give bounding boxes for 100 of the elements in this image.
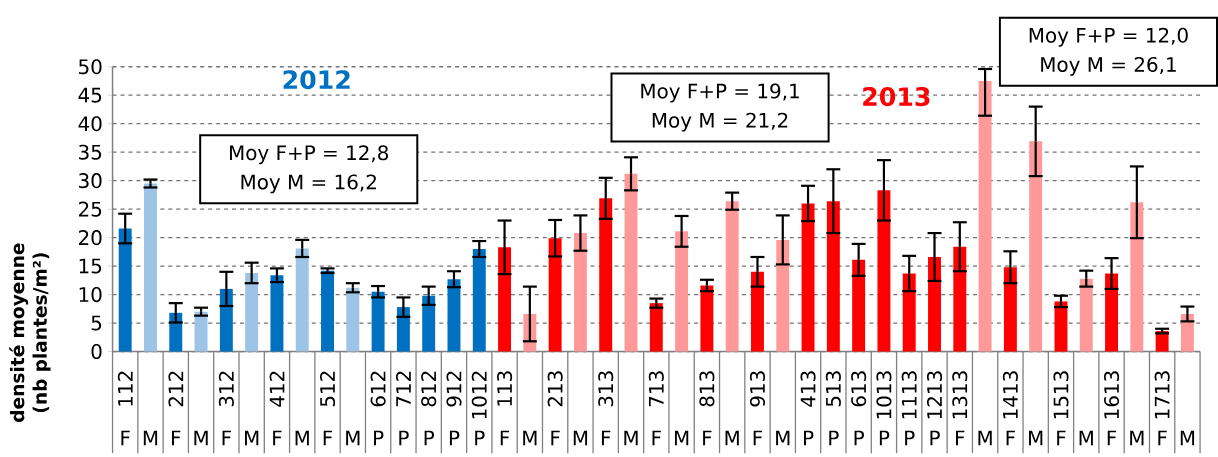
x-tick-label: 112 — [117, 371, 133, 406]
x-tick-label: 1213 — [926, 371, 943, 419]
bar — [219, 289, 233, 352]
text: M — [1079, 430, 1093, 446]
bar — [396, 307, 410, 352]
bar — [194, 311, 208, 352]
x-tick-label: 1013 — [876, 371, 892, 419]
text: F — [222, 430, 231, 446]
text: F — [121, 430, 130, 446]
text: F — [551, 430, 560, 446]
y-tick-label: 20 — [78, 230, 102, 246]
x-tick-label: 813 — [699, 371, 715, 407]
text: M — [573, 430, 588, 446]
text: F — [652, 430, 661, 446]
text: F — [500, 430, 510, 446]
text: M — [143, 430, 158, 446]
bar — [826, 201, 840, 352]
x-tick-label: 312 — [218, 371, 234, 407]
annotation: Moy M = 26,1 — [1041, 57, 1176, 77]
text: F — [323, 430, 333, 446]
x-tick-label: 113 — [497, 371, 513, 406]
text: F — [1006, 430, 1015, 446]
x-tick-label: 412 — [269, 371, 285, 407]
y-tick-label: 30 — [79, 173, 102, 189]
x-tick-label: 413 — [800, 371, 816, 407]
bar — [422, 295, 436, 352]
bar — [1105, 273, 1119, 352]
x-tick-label: 913 — [749, 371, 766, 407]
bar — [346, 287, 360, 352]
x-tick-label: 1012 — [471, 371, 487, 419]
text: P — [475, 430, 485, 446]
y-tick-label: 40 — [78, 116, 102, 132]
text: M — [725, 430, 739, 446]
text: P — [930, 430, 940, 446]
bar — [1079, 278, 1093, 352]
y-tick-label: 10 — [79, 287, 102, 303]
text: F — [273, 430, 282, 446]
text: P — [854, 430, 864, 446]
y-axis-title: densité moyenne (nb plantes/m²) — [9, 243, 51, 423]
bar — [1130, 202, 1144, 352]
annotation: Moy M = 21,2 — [652, 112, 788, 132]
y-tick-label: 5 — [91, 315, 102, 331]
annotation: Moy F+P = 12,8 — [230, 145, 389, 165]
bar — [599, 198, 613, 352]
text: P — [374, 430, 384, 446]
text: P — [399, 430, 409, 446]
text: F — [601, 430, 611, 446]
text: F — [956, 430, 965, 446]
annotation: 2013 — [863, 87, 930, 107]
bar — [573, 233, 587, 352]
bar — [371, 291, 385, 352]
text: P — [449, 430, 460, 446]
bar — [144, 183, 157, 352]
text: M — [245, 430, 259, 446]
bar — [953, 246, 967, 352]
text: P — [424, 430, 435, 446]
bar — [801, 203, 815, 352]
bar — [1180, 314, 1194, 352]
bar — [498, 247, 512, 352]
bar — [978, 81, 992, 352]
bar — [624, 174, 638, 352]
x-tick-label: 613 — [851, 371, 867, 407]
x-tick-label: 513 — [825, 371, 841, 407]
text: M — [194, 430, 208, 446]
y-tick-label: 0 — [91, 344, 102, 360]
annotation: 2012 — [283, 70, 350, 90]
bar — [472, 249, 486, 352]
x-tick-label: 1713 — [1154, 371, 1170, 419]
bar — [270, 275, 284, 352]
y-tick-label: 25 — [78, 201, 102, 217]
text: P — [804, 430, 814, 446]
x-tick-label: 1313 — [952, 371, 968, 419]
text: F — [172, 430, 181, 446]
text: F — [753, 430, 763, 446]
x-tick-label: 1413 — [1002, 371, 1018, 419]
text: M — [624, 430, 638, 446]
text: M — [1180, 430, 1195, 446]
text: M — [1130, 430, 1144, 446]
bar — [675, 231, 689, 352]
bar — [700, 285, 714, 352]
bar — [1029, 141, 1043, 352]
bar — [245, 273, 259, 352]
text: Moy F+P = 12,0 — [1029, 27, 1188, 47]
bar — [118, 228, 132, 352]
annotation: Moy M = 16,2 — [241, 174, 376, 194]
bar — [725, 201, 739, 352]
x-tick-label: 1113 — [901, 371, 917, 419]
text: F — [1057, 430, 1066, 446]
text: M — [978, 430, 992, 446]
text: P — [905, 430, 915, 446]
x-tick-label: 912 — [446, 371, 462, 407]
x-tick-label: 212 — [168, 371, 184, 407]
x-tick-label: 1513 — [1053, 371, 1069, 419]
text: P — [879, 430, 890, 446]
x-tick-label: 712 — [396, 371, 411, 407]
text: M — [346, 430, 360, 446]
bar — [852, 260, 866, 352]
bar — [548, 238, 562, 352]
text: M — [295, 430, 309, 446]
x-tick-label: 1613 — [1104, 371, 1120, 419]
